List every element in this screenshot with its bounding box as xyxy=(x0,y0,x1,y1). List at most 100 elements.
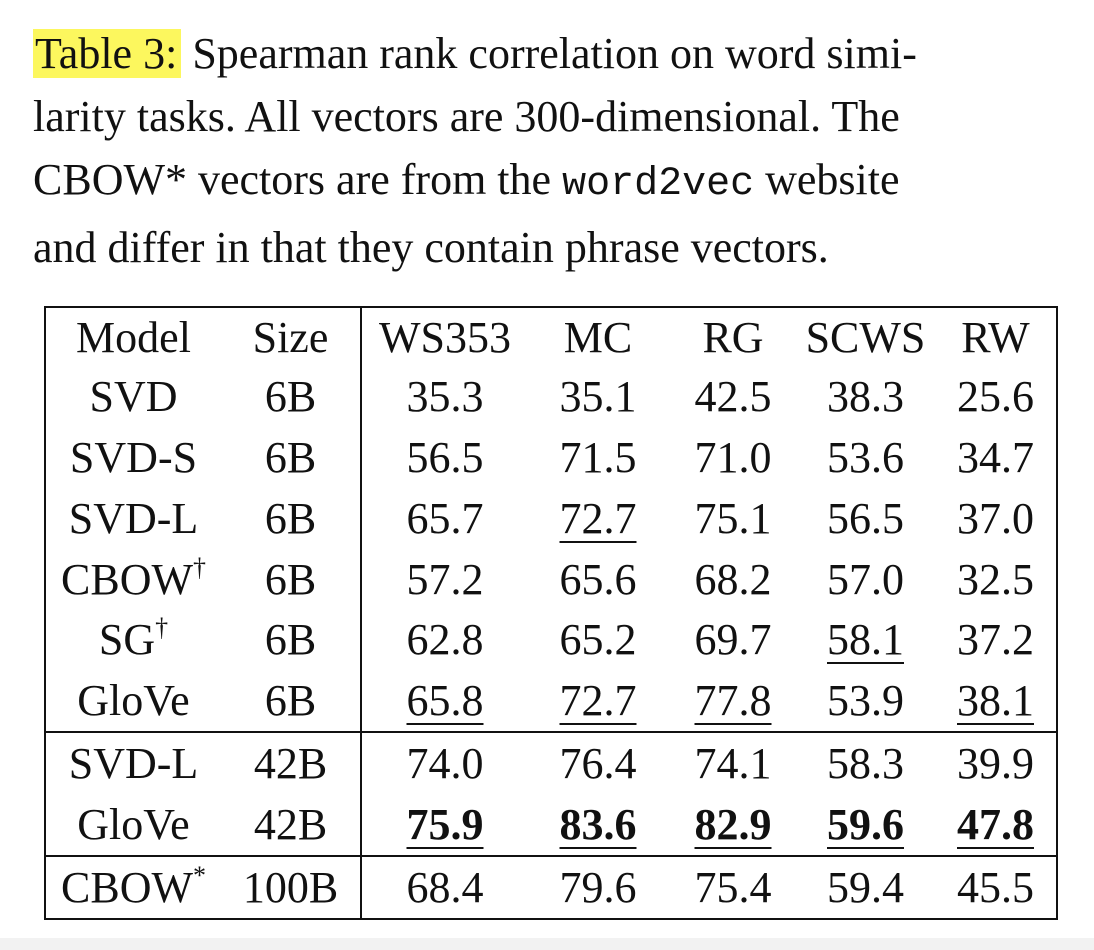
score-cell-rw: 37.2 xyxy=(933,610,1058,671)
column-header-ws353: WS353 xyxy=(379,312,511,362)
score-cell-rw: 38.1 xyxy=(933,670,1058,732)
page-bottom-strip xyxy=(0,938,1094,950)
model-name: SVD xyxy=(89,371,178,421)
score-cell-ws353: 74.0 xyxy=(361,731,528,795)
score-cell-mc: 79.6 xyxy=(528,855,668,918)
score-value: 35.1 xyxy=(559,371,637,421)
table-caption: Table 3: Spearman rank correlation on wo… xyxy=(33,22,1073,279)
score-cell-rg: 42.5 xyxy=(668,366,798,427)
score-cell-mc: 35.1 xyxy=(528,366,668,427)
score-value: 65.8 xyxy=(406,676,484,726)
score-cell-ws353: 56.5 xyxy=(361,427,528,488)
score-value: 35.3 xyxy=(406,371,484,421)
column-header-mc: MC xyxy=(563,312,633,362)
score-cell-rw: 37.0 xyxy=(933,488,1058,549)
score-value: 77.8 xyxy=(694,676,772,726)
score-cell-mc: 65.2 xyxy=(528,610,668,671)
column-header-size: Size xyxy=(221,308,362,366)
score-value: 83.6 xyxy=(559,800,637,850)
score-value: 72.7 xyxy=(559,676,637,726)
column-header-rw: RW xyxy=(961,312,1030,362)
model-name: SVD-L xyxy=(68,493,199,543)
caption-line-2: larity tasks. All vectors are 300-dimens… xyxy=(33,92,900,141)
score-cell-ws353: 68.4 xyxy=(361,855,528,918)
score-value: 34.7 xyxy=(957,432,1034,482)
score-cell-rg: 75.1 xyxy=(668,488,798,549)
score-cell-rw: 47.8 xyxy=(933,794,1058,856)
caption-label-highlight[interactable]: Table 3: xyxy=(33,29,182,78)
caption-text-1: Spearman rank correlation on word simi- xyxy=(181,29,917,78)
caption-line-4: and differ in that they contain phrase v… xyxy=(33,223,829,272)
score-cell-scws: 58.3 xyxy=(798,731,933,795)
score-value: 72.7 xyxy=(559,493,637,543)
score-value: 58.3 xyxy=(827,739,904,789)
model-name-cell: CBOW† xyxy=(46,549,221,610)
model-footnote-mark: † xyxy=(155,613,169,643)
score-value: 59.6 xyxy=(827,800,904,850)
score-cell-mc: 71.5 xyxy=(528,427,668,488)
score-cell-mc: 83.6 xyxy=(528,794,668,856)
score-value: 79.6 xyxy=(559,863,637,913)
table-row: GloVe 6B 65.8 72.7 77.8 53.9 38.1 xyxy=(46,670,1058,733)
score-value: 68.2 xyxy=(694,554,772,604)
score-cell-rg: 75.4 xyxy=(668,855,798,918)
column-header-scws: SCWS xyxy=(805,312,926,362)
model-name: SVD-L xyxy=(68,739,199,789)
score-cell-rg: 77.8 xyxy=(668,670,798,732)
score-value: 47.8 xyxy=(957,800,1034,850)
score-value: 62.8 xyxy=(406,615,484,665)
corpus-size-cell: 6B xyxy=(221,487,362,549)
model-name: CBOW xyxy=(61,554,193,604)
score-value: 68.4 xyxy=(406,863,484,913)
corpus-size-cell: 6B xyxy=(221,366,362,427)
caption-text-3b: website xyxy=(754,155,900,204)
caption-text-3a: CBOW* vectors are from the xyxy=(33,155,563,204)
score-cell-rg: 74.1 xyxy=(668,731,798,795)
score-value: 82.9 xyxy=(694,800,772,850)
score-value: 56.5 xyxy=(827,493,904,543)
model-name: GloVe xyxy=(77,676,190,726)
score-value: 71.5 xyxy=(559,432,637,482)
table-body: SVD 6B 35.3 35.1 42.5 38.3 25.6 SVD-S 6B 56.5 71.5… xyxy=(46,366,1058,918)
table-row: CBOW† 6B 57.2 65.6 68.2 57.0 32.5 xyxy=(46,548,1058,610)
corpus-size-cell: 6B xyxy=(221,426,362,488)
score-cell-rg: 69.7 xyxy=(668,610,798,671)
score-value: 65.6 xyxy=(559,554,637,604)
model-name-cell: SVD-L xyxy=(46,731,221,795)
score-cell-rw: 25.6 xyxy=(933,366,1058,427)
score-value: 75.1 xyxy=(694,493,772,543)
model-name: CBOW xyxy=(61,863,193,913)
score-cell-scws: 57.0 xyxy=(798,549,933,610)
score-value: 56.5 xyxy=(406,432,484,482)
score-cell-ws353: 35.3 xyxy=(361,366,528,427)
score-value: 58.1 xyxy=(827,615,904,665)
column-header-model: Model xyxy=(76,312,191,362)
score-cell-rw: 45.5 xyxy=(933,855,1058,918)
score-value: 74.0 xyxy=(406,739,484,789)
corpus-size-cell: 100B xyxy=(221,855,362,918)
results-table-frame: Model Size WS353 MC RG SCWS RW SVD 6B 35.3 35.1 42… xyxy=(44,306,1058,920)
score-value: 65.7 xyxy=(406,493,484,543)
table-row: SG† 6B 62.8 65.2 69.7 58.1 37.2 xyxy=(46,609,1058,671)
score-cell-scws: 56.5 xyxy=(798,488,933,549)
score-value: 38.3 xyxy=(827,371,904,421)
score-value: 53.6 xyxy=(827,432,904,482)
score-cell-ws353: 65.8 xyxy=(361,670,528,732)
score-value: 37.2 xyxy=(957,615,1034,665)
corpus-size-cell: 42B xyxy=(221,731,362,795)
table-row: GloVe 42B 75.9 83.6 82.9 59.6 47.8 xyxy=(46,794,1058,857)
score-cell-rg: 68.2 xyxy=(668,549,798,610)
column-header-rg: RG xyxy=(702,312,764,362)
model-name-cell: SG† xyxy=(46,610,221,671)
score-cell-scws: 59.4 xyxy=(798,855,933,918)
score-cell-scws: 38.3 xyxy=(798,366,933,427)
score-value: 71.0 xyxy=(694,432,772,482)
score-value: 76.4 xyxy=(559,739,637,789)
score-value: 53.9 xyxy=(827,676,904,726)
score-value: 32.5 xyxy=(957,554,1034,604)
score-cell-ws353: 57.2 xyxy=(361,549,528,610)
score-value: 39.9 xyxy=(957,739,1034,789)
table-row: SVD-S 6B 56.5 71.5 71.0 53.6 34.7 xyxy=(46,426,1058,488)
results-table: Model Size WS353 MC RG SCWS RW SVD 6B 35.3 35.1 42… xyxy=(46,308,1058,918)
model-name-cell: SVD xyxy=(46,366,221,427)
